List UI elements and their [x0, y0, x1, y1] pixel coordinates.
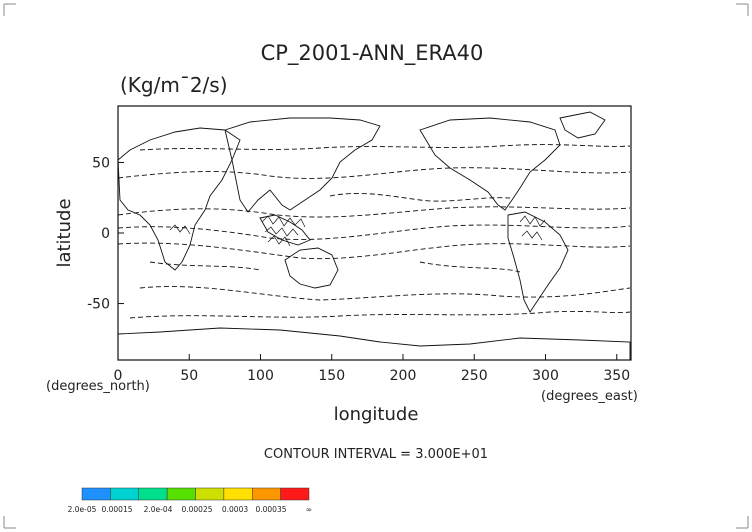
- x-tick-label: 0: [114, 368, 123, 384]
- colorbar: 2.0e-05 0.00015 2.0e-04 0.00025 0.0003 0.0003…: [68, 487, 312, 514]
- x-axis: 0 50 100 150 200 250 300 350: [114, 354, 630, 384]
- colorbar-swatch: [252, 487, 281, 501]
- y-tick-label: -50: [87, 297, 110, 313]
- y-unit-label: (degrees_north): [46, 379, 150, 394]
- plot-frame: [117, 105, 632, 361]
- x-tick-label: 50: [180, 368, 198, 384]
- colorbar-swatch: [138, 487, 168, 501]
- y-tick-label: 50: [92, 155, 110, 171]
- contour-lines: [117, 144, 631, 319]
- chart-subtitle: (Kg/m¯2/s): [120, 73, 228, 97]
- colorbar-swatch: [223, 487, 253, 501]
- colorbar-label: ∞: [306, 505, 312, 514]
- colorbar-swatch: [110, 487, 139, 501]
- colorbar-label: 0.00035: [255, 505, 286, 514]
- x-unit-label: (degrees_east): [541, 389, 638, 404]
- y-axis: -50 0 50: [87, 155, 124, 313]
- x-tick-label: 100: [247, 368, 274, 384]
- x-tick-label: 300: [532, 368, 559, 384]
- chart-title: CP_2001-ANN_ERA40: [261, 41, 484, 66]
- x-tick-label: 150: [318, 368, 345, 384]
- x-tick-label: 350: [603, 368, 630, 384]
- colorbar-label: 2.0e-05: [68, 505, 97, 514]
- contour-interval-label: CONTOUR INTERVAL = 3.000E+01: [264, 447, 488, 462]
- x-axis-label: longitude: [334, 404, 419, 425]
- colorbar-label: 0.00025: [181, 505, 212, 514]
- colorbar-label: 0.00015: [101, 505, 132, 514]
- crop-marks: [3, 3, 749, 529]
- x-tick-label: 250: [461, 368, 488, 384]
- y-axis-label: latitude: [54, 198, 75, 267]
- coastlines: [117, 111, 631, 361]
- y-tick-label: 0: [101, 226, 110, 242]
- colorbar-swatch: [81, 487, 111, 501]
- colorbar-swatch: [166, 487, 196, 501]
- colorbar-swatch: [195, 487, 225, 501]
- x-tick-label: 200: [390, 368, 417, 384]
- colorbar-label: 2.0e-04: [144, 505, 173, 514]
- colorbar-label: 0.0003: [222, 505, 248, 514]
- convection-clusters: [169, 215, 546, 247]
- map-contours: [117, 111, 631, 361]
- colorbar-swatch: [280, 487, 310, 501]
